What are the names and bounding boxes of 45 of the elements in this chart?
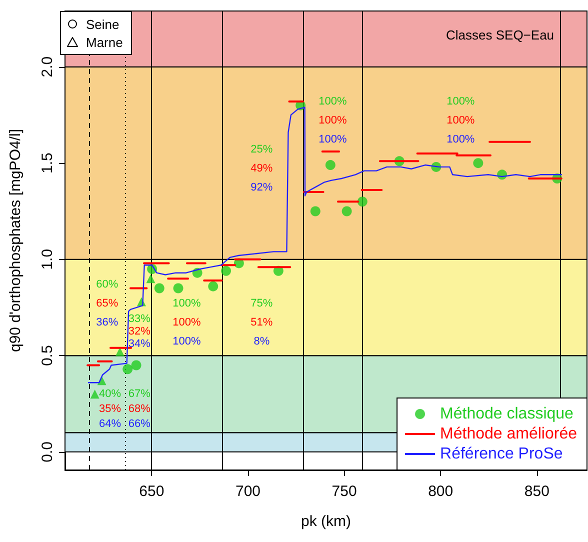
annotation: 100%	[446, 95, 475, 108]
y-axis-title: q90 d'orthophosphates [mgPO4/l]	[7, 128, 24, 352]
annotation: 34%	[128, 338, 151, 350]
annotation: 100%	[446, 114, 475, 126]
y-tick-label: 1.0	[39, 248, 56, 270]
annotation: 65%	[96, 297, 118, 310]
y-tick-label: 0.0	[39, 441, 56, 462]
annotation: 32%	[128, 326, 151, 338]
annotation: 92%	[250, 182, 273, 194]
annotation: 75%	[250, 298, 273, 310]
x-tick-label: 700	[235, 483, 261, 500]
annotation: 100%	[318, 114, 348, 126]
y-tick-label: 2.0	[39, 56, 56, 78]
y-tick-label: 1.5	[39, 152, 56, 174]
x-axis-title: pk (km)	[301, 513, 351, 530]
x-tick-label: 750	[332, 483, 357, 500]
annotation: 100%	[172, 336, 202, 348]
x-tick-label: 650	[139, 483, 164, 500]
symbol-key: Seine Marne	[60, 11, 132, 55]
annotation: 35%	[99, 403, 122, 416]
x-tick-label: 850	[524, 483, 550, 500]
annotation: Seine	[86, 16, 120, 32]
annotation: Classes SEQ−Eau	[446, 28, 554, 42]
annotation: 36%	[96, 316, 118, 328]
annotation: 66%	[128, 418, 151, 430]
annotation: 67%	[128, 388, 151, 400]
legend-label: Référence ProSe	[440, 446, 563, 462]
annotation: 100%	[446, 133, 475, 146]
legend-label: Méthode améliorée	[440, 426, 578, 442]
annotation: 100%	[172, 316, 202, 329]
annotation: Marne	[86, 34, 123, 50]
annotation: 68%	[128, 403, 151, 416]
x-tick-label: 800	[428, 483, 454, 500]
annotation: 100%	[318, 95, 348, 108]
annotation: 49%	[250, 162, 273, 175]
annotation: 100%	[318, 133, 348, 146]
annotation: 25%	[250, 144, 273, 156]
annotation: 8%	[254, 336, 270, 348]
legend-label: Méthode classique	[440, 406, 574, 422]
annotation: 64%	[99, 418, 122, 430]
annotation: 100%	[172, 298, 202, 310]
y-tick-label: 0.5	[39, 345, 56, 366]
annotation: 51%	[250, 316, 273, 329]
annotation: 40%	[99, 388, 122, 400]
annotation: 60%	[96, 278, 118, 290]
